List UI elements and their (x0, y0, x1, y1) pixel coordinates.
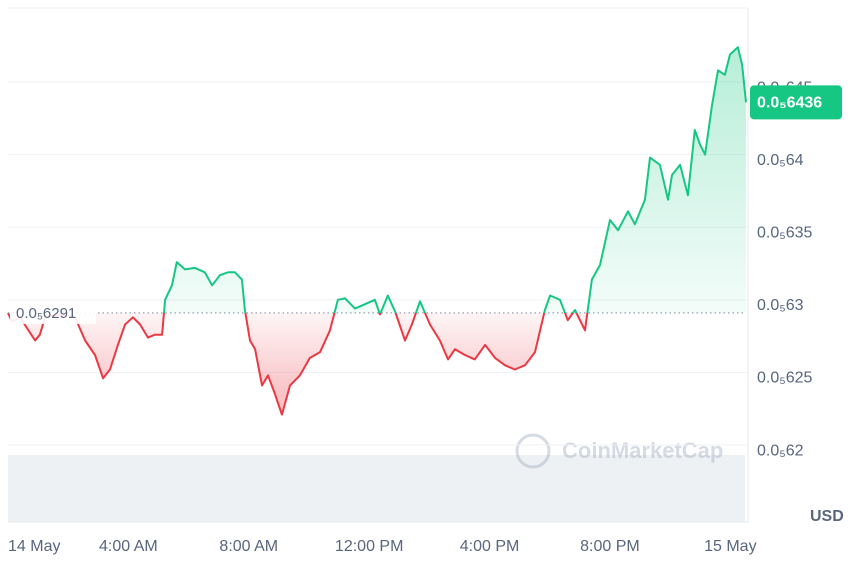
reference-label: 0.0₅6291 (16, 305, 76, 322)
x-tick-label: 8:00 AM (219, 538, 278, 555)
y-tick-label: 0.0₅63 (757, 297, 804, 314)
y-tick-label: 0.0₅64 (757, 152, 804, 169)
x-tick-label: 8:00 PM (580, 538, 640, 555)
watermark-text: CoinMarketCap (562, 438, 723, 463)
watermark-logo (515, 433, 551, 469)
price-area (8, 47, 746, 415)
currency-label: USD (810, 508, 844, 525)
x-tick-label: 14 May (8, 538, 60, 555)
x-tick-label: 4:00 PM (460, 538, 520, 555)
volume-area (8, 455, 745, 522)
price-line (7, 46, 747, 416)
y-tick-label: 0.0₅62 (757, 442, 804, 459)
price-tag (750, 85, 842, 120)
y-tick-label: 0.0₅635 (757, 224, 812, 241)
reference-label-bg (10, 301, 96, 324)
price-tag-label: 0.0₅6436 (757, 95, 822, 112)
x-tick-label: 4:00 AM (99, 538, 158, 555)
y-tick-label: 0.0₅625 (757, 370, 812, 387)
x-tick-label: 15 May (704, 538, 756, 555)
x-tick-label: 12:00 PM (335, 538, 403, 555)
watermark: CoinMarketCap (515, 433, 723, 469)
